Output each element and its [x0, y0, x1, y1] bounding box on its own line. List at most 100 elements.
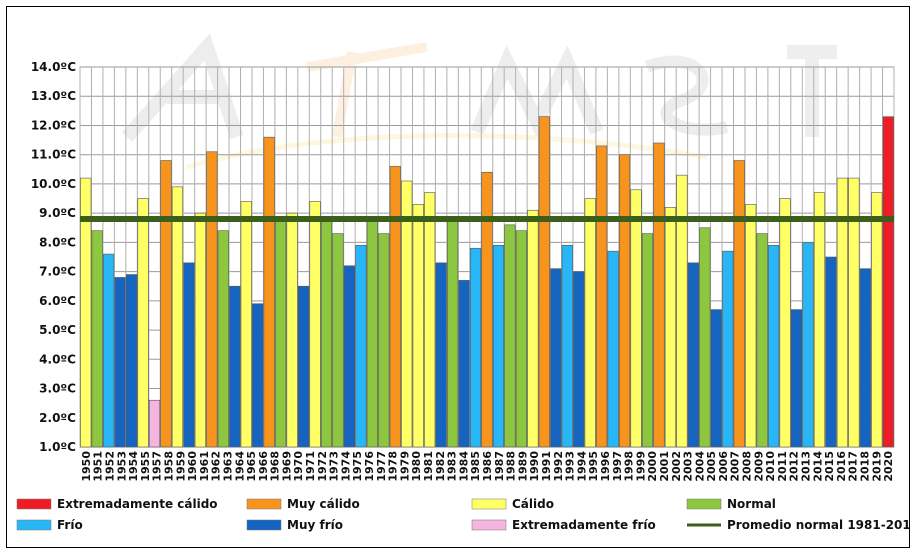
bar-1984 — [469, 247, 482, 448]
legend-label-promedio: Promedio normal 1981-2010 — [727, 518, 911, 532]
x-tick-label: 2000 — [646, 451, 659, 482]
x-tick-label: 1974 — [339, 451, 352, 482]
legend-swatch-extremadamente_frio — [471, 519, 507, 531]
legend-label-calido: Cálido — [512, 497, 554, 511]
bar-1955 — [137, 198, 149, 448]
legend-label-muy_calido: Muy cálido — [287, 497, 360, 511]
x-tick-label: 1960 — [186, 451, 199, 482]
bar-1983 — [458, 280, 470, 448]
y-tick-label: 11.0ºC — [31, 148, 76, 162]
bar-1975 — [366, 218, 378, 448]
x-tick-label: 1976 — [363, 451, 376, 482]
bar-1953 — [114, 277, 126, 448]
x-tick-label: 2008 — [741, 451, 754, 482]
bar-1973 — [343, 265, 355, 448]
y-tick-label: 7.0ºC — [39, 265, 76, 279]
bar-1977 — [389, 166, 401, 448]
y-tick-label: 8.0ºC — [39, 235, 76, 249]
x-tick-label: 1980 — [410, 451, 423, 482]
x-tick-label: 1993 — [564, 451, 577, 482]
x-tick-label: 1959 — [174, 451, 187, 482]
bar-2020 — [882, 116, 894, 448]
x-tick-label: 1953 — [115, 451, 128, 482]
x-tick-label: 1984 — [457, 451, 470, 482]
bar-2010 — [768, 245, 780, 448]
x-tick-label: 1958 — [162, 451, 175, 482]
y-axis: 1.0ºC 2.0ºC 3.0ºC 4.0ºC 5.0ºC 6.0ºC 7.0ºC 8.0ºC… — [31, 60, 76, 454]
bar-1969 — [297, 285, 310, 448]
bar-2013 — [802, 242, 814, 448]
bar-1978 — [401, 180, 413, 448]
bar-2001 — [664, 207, 677, 448]
legend-swatch-extremadamente_calido — [16, 498, 52, 510]
bar-2015 — [825, 256, 837, 448]
legend-label-normal: Normal — [727, 497, 776, 511]
x-tick-label: 1954 — [127, 451, 140, 482]
aemet-watermark — [121, 33, 837, 170]
bar-1980 — [424, 192, 436, 448]
bar-1994 — [584, 198, 596, 448]
legend-swatch-normal — [686, 498, 722, 510]
x-tick-label: 1985 — [469, 451, 482, 482]
bar-1951 — [91, 230, 103, 448]
bar-1968 — [286, 212, 298, 448]
x-tick-label: 1986 — [481, 451, 494, 482]
x-tick-label: 1963 — [221, 451, 234, 482]
legend-label-muy_frio: Muy frío — [287, 518, 343, 532]
y-tick-label: 14.0ºC — [31, 60, 76, 74]
bar-1979 — [412, 204, 424, 448]
bar-1981 — [435, 262, 447, 448]
bar-2003 — [687, 262, 699, 448]
bar-1956 — [148, 399, 161, 448]
bar-1963 — [229, 285, 241, 448]
bar-1990 — [538, 116, 550, 448]
y-tick-label: 6.0ºC — [39, 294, 76, 308]
bar-1985 — [481, 171, 493, 448]
x-tick-label: 1994 — [575, 451, 588, 482]
bar-2014 — [813, 192, 826, 448]
bar-1957 — [160, 160, 172, 448]
x-tick-label: 1977 — [375, 451, 388, 482]
y-tick-label: 3.0ºC — [39, 382, 76, 396]
x-tick-label: 1999 — [634, 451, 647, 482]
x-axis: 1950195119521953195419551957195819591960… — [80, 451, 895, 482]
bar-1997 — [619, 154, 631, 448]
x-tick-label: 2012 — [788, 451, 801, 482]
x-tick-label: 1952 — [103, 451, 116, 482]
bar-1982 — [447, 218, 459, 448]
bar-1970 — [309, 201, 321, 448]
x-tick-label: 2001 — [658, 451, 671, 482]
x-tick-label: 2016 — [835, 451, 848, 482]
y-tick-label: 4.0ºC — [39, 352, 76, 366]
x-tick-label: 1995 — [587, 451, 600, 482]
bar-2006 — [722, 250, 734, 448]
x-tick-label: 1962 — [210, 451, 223, 482]
x-tick-label: 1973 — [328, 451, 341, 482]
bar-2012 — [790, 309, 803, 448]
y-tick-label: 13.0ºC — [31, 89, 76, 103]
legend: Extremadamente cálido Muy cálido Cálido Nor… — [16, 497, 911, 532]
legend-swatch-muy_calido — [246, 498, 282, 510]
y-tick-label: 10.0ºC — [31, 177, 76, 191]
bar-1996 — [607, 250, 619, 448]
bar-1993 — [573, 271, 585, 448]
bar-1960 — [194, 212, 206, 448]
x-tick-label: 2015 — [823, 451, 836, 482]
x-tick-label: 1957 — [151, 451, 164, 482]
y-tick-label: 9.0ºC — [39, 206, 76, 220]
bar-2005 — [710, 309, 722, 448]
x-tick-label: 2003 — [682, 451, 695, 482]
x-tick-label: 2020 — [882, 451, 895, 482]
x-tick-label: 1979 — [398, 451, 411, 482]
x-tick-label: 1997 — [611, 451, 624, 482]
bar-1961 — [206, 151, 218, 448]
bar-1962 — [217, 230, 229, 448]
x-tick-label: 1989 — [516, 451, 529, 482]
x-tick-label: 2004 — [693, 451, 706, 482]
x-tick-label: 2019 — [870, 451, 883, 482]
bar-1972 — [332, 233, 344, 448]
x-tick-label: 1983 — [446, 451, 459, 482]
x-tick-label: 2017 — [847, 451, 860, 482]
x-tick-label: 1982 — [434, 451, 447, 482]
legend-swatch-calido — [471, 498, 507, 510]
